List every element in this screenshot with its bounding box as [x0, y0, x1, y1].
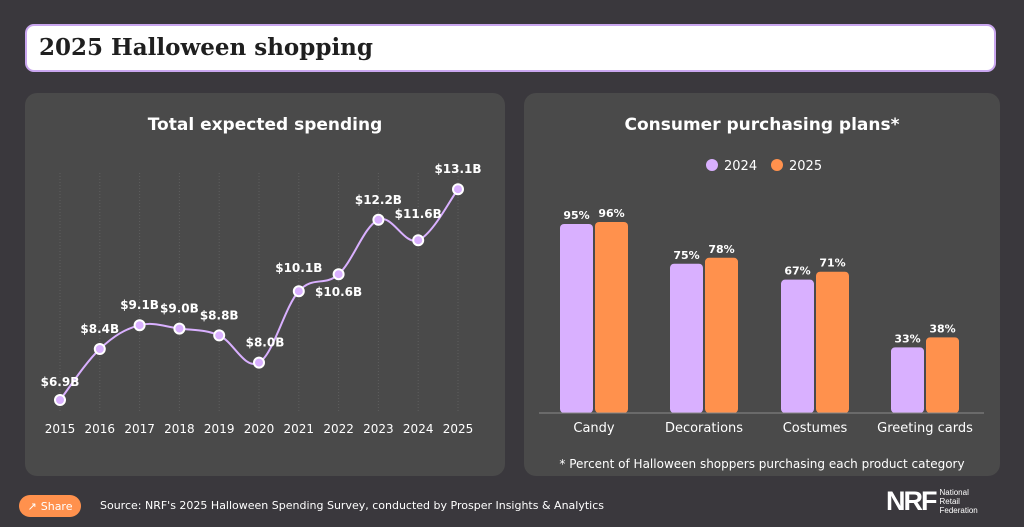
bar [705, 257, 738, 413]
line-chart: $6.9B 2015 $8.4B 2016 $9.1B 2017 $9.0B 2018 $8.8… [41, 162, 482, 436]
category-label: Candy [573, 421, 615, 436]
bar-label: 67% [784, 265, 810, 278]
bar-label: 75% [673, 249, 699, 262]
data-label: $9.1B [120, 298, 159, 312]
data-point [292, 285, 305, 298]
share-label: Share [40, 499, 73, 513]
category-label: Greeting cards [877, 421, 973, 436]
x-tick-label: 2023 [363, 422, 394, 436]
title-box: 2025 Halloween shopping [25, 24, 996, 72]
x-tick-label: 2025 [443, 422, 474, 436]
legend-swatch [771, 159, 783, 171]
x-tick-label: 2018 [164, 422, 195, 436]
line-chart-title: Total expected spending [147, 115, 383, 135]
share-icon: ↗ [27, 499, 37, 513]
bar-label: 96% [598, 207, 624, 220]
data-label: $8.0B [246, 336, 285, 350]
data-label: $10.1B [275, 261, 322, 275]
data-point [93, 343, 106, 355]
data-label: $6.9B [41, 375, 80, 389]
bar [781, 279, 814, 413]
data-point [213, 329, 226, 342]
data-point [253, 356, 265, 369]
data-label: $9.0B [160, 302, 199, 316]
category-label: Costumes [783, 421, 848, 436]
bar [595, 221, 628, 413]
spending-panel: Total expected spending $6.9B 2015 $8.4B 20… [25, 93, 505, 476]
data-point [452, 183, 464, 196]
data-point [133, 319, 146, 332]
data-label: $8.4B [80, 322, 119, 336]
x-tick-label: 2019 [204, 422, 235, 436]
x-tick-label: 2024 [403, 422, 434, 436]
bar [816, 271, 849, 413]
page-title: 2025 Halloween shopping [39, 34, 373, 61]
data-label: $10.6B [315, 285, 362, 299]
purchasing-panel: Consumer purchasing plans* 2024 2025 95% 96… [524, 93, 1000, 476]
data-point [54, 394, 66, 406]
bar [926, 337, 959, 413]
category-label: Decorations [665, 421, 743, 436]
legend-label: 2025 [789, 159, 822, 174]
bar-chart-title: Consumer purchasing plans* [624, 115, 900, 135]
bar-label: 78% [708, 243, 734, 256]
bar [670, 263, 703, 413]
x-tick-label: 2017 [124, 422, 155, 436]
data-label: $13.1B [434, 162, 481, 176]
bar [891, 347, 924, 413]
data-label: $11.6B [395, 207, 442, 221]
share-button[interactable]: ↗ Share [19, 495, 81, 517]
data-point [412, 234, 425, 247]
data-label: $12.2B [355, 193, 402, 207]
source-text: Source: NRF's 2025 Halloween Spending Su… [100, 499, 605, 512]
legend-label: 2024 [724, 159, 757, 174]
x-tick-label: 2021 [284, 422, 315, 436]
bar-label: 33% [894, 332, 920, 345]
data-point [173, 322, 186, 335]
nrf-logo: NRF National Retail Federation [886, 486, 978, 517]
x-tick-label: 2022 [323, 422, 354, 436]
bar-label: 95% [563, 209, 589, 222]
bar-label: 71% [819, 257, 845, 270]
data-point [332, 268, 345, 281]
logo-mark: NRF [886, 486, 937, 516]
bar [560, 223, 593, 413]
x-tick-label: 2015 [45, 422, 76, 436]
x-tick-label: 2016 [85, 422, 116, 436]
bar-label: 38% [929, 322, 955, 335]
logo-text: National Retail Federation [939, 488, 978, 515]
x-tick-label: 2020 [244, 422, 275, 436]
legend-swatch [706, 159, 718, 171]
data-point [372, 213, 385, 226]
data-label: $8.8B [200, 308, 239, 322]
bar-chart: 2024 2025 95% 96% Candy 75% 78% Decorations 67% 7… [539, 159, 984, 471]
footnote: * Percent of Halloween shoppers purchasi… [559, 457, 964, 471]
